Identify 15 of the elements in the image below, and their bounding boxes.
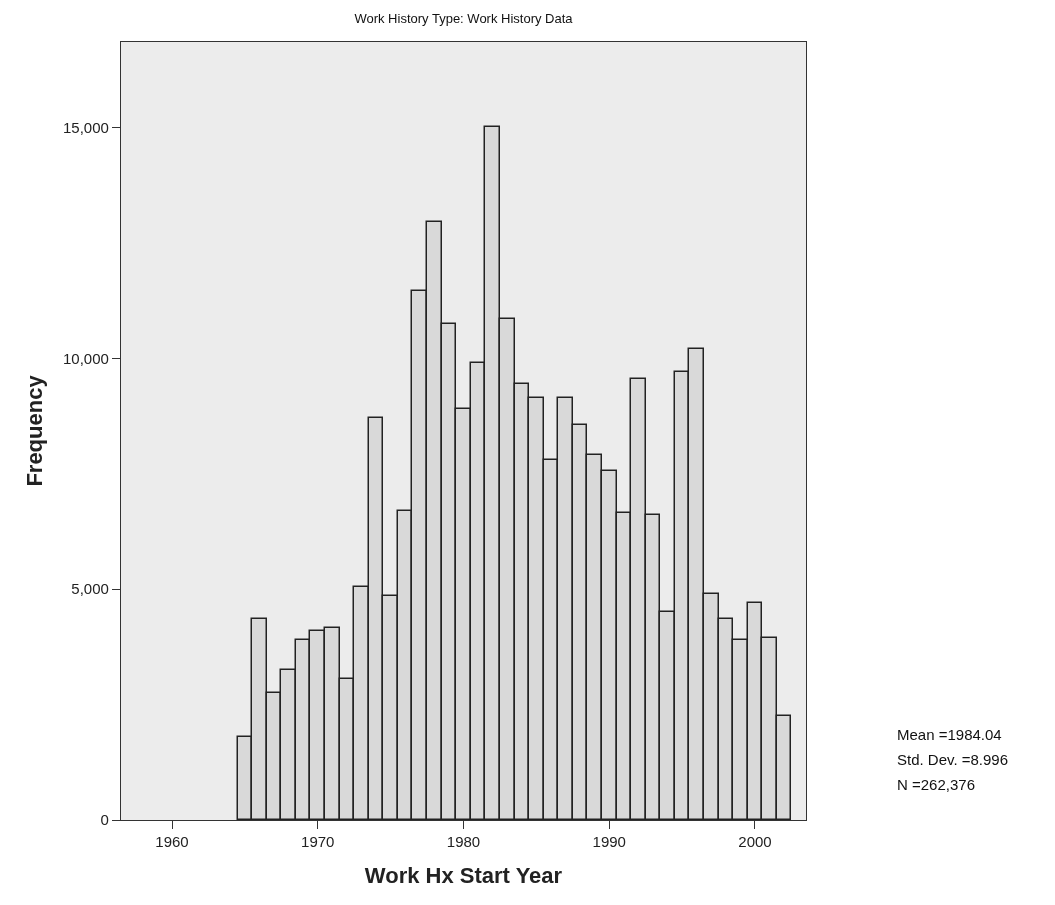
y-tick-label: 15,000 [63,118,109,136]
x-tick-label: 2000 [738,833,772,851]
x-tick-label: 1970 [301,833,335,851]
y-tick-label: 0 [100,811,109,829]
x-tick-label: 1990 [592,833,626,851]
chart-title: Work History Type: Work History Data [354,10,574,26]
y-tick-label: 5,000 [71,580,109,598]
y-tick-label: 10,000 [63,349,109,367]
x-axis-title: Work Hx Start Year [364,863,563,888]
text: Mean =1984.04 [897,726,1002,743]
text: N =262,376 [897,776,975,793]
y-axis-title: Frequency [21,374,47,487]
text: Std. Dev. =8.996 [897,751,1009,768]
x-tick-label: 1960 [155,833,189,851]
x-tick-label: 1980 [446,833,481,851]
